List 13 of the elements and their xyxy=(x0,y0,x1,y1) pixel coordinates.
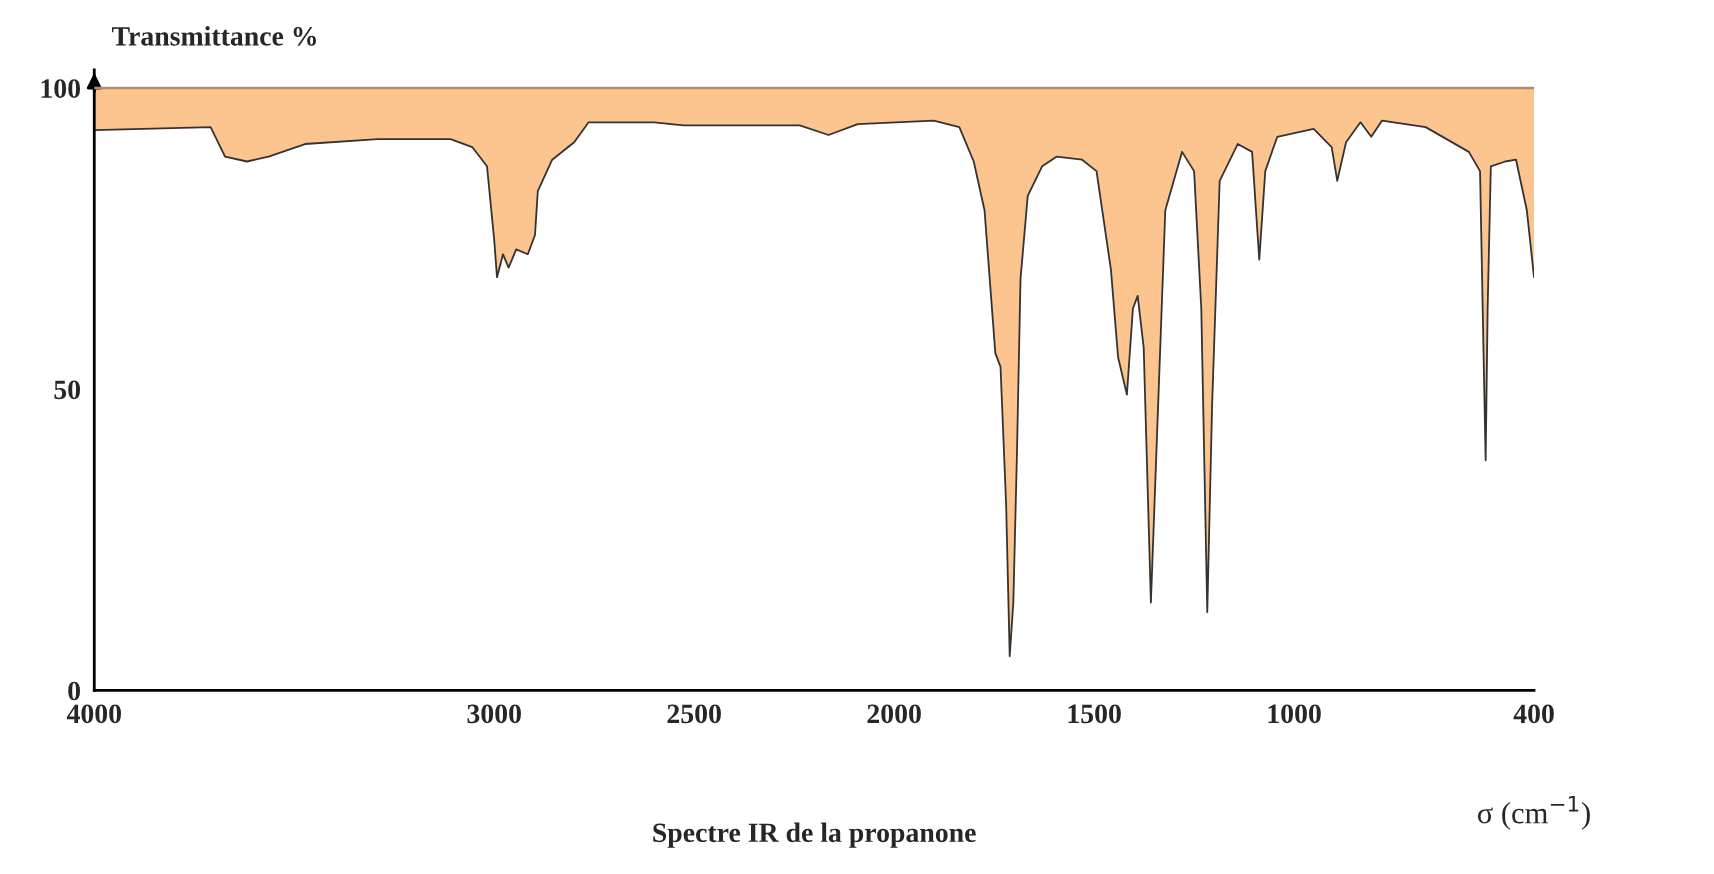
x-tick-label: 3000 xyxy=(467,704,521,724)
text: Spectre IR de la propanone xyxy=(653,822,976,848)
x-tick-label: 2000 xyxy=(867,704,921,724)
y-tick-label: 50 xyxy=(54,380,81,400)
x-tick-label: 1500 xyxy=(1068,704,1121,724)
x-tick-label: 2500 xyxy=(667,704,721,724)
x-tick-label: 4000 xyxy=(66,704,121,724)
x-tick-label: 1000 xyxy=(1268,704,1321,724)
y-tick-label: 100 xyxy=(41,79,81,98)
y-axis-title: Transmittance % xyxy=(111,26,316,46)
x-axis-title: σ (cm$^{−1}$) xyxy=(1477,795,1590,830)
y-tick-label: 0 xyxy=(68,681,81,701)
x-tick-label: 400 xyxy=(1513,704,1554,724)
